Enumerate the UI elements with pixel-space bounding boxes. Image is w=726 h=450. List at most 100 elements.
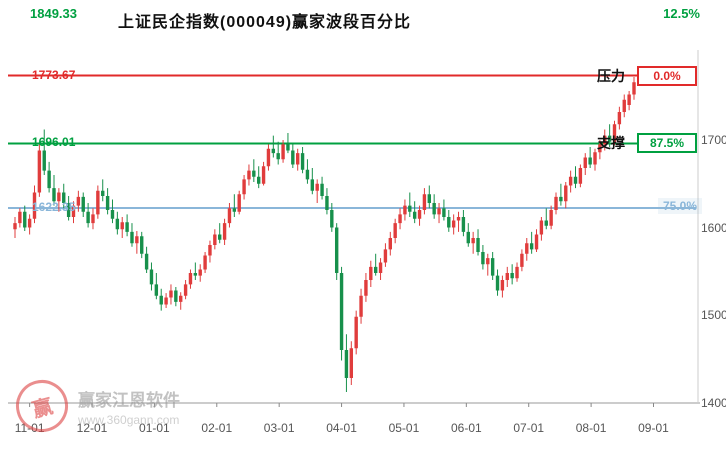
candle bbox=[188, 269, 193, 289]
candle bbox=[529, 231, 534, 254]
candle bbox=[612, 120, 617, 146]
candle bbox=[373, 253, 378, 276]
candle bbox=[81, 192, 85, 217]
candle bbox=[281, 140, 285, 163]
candle bbox=[159, 288, 163, 311]
candle bbox=[481, 245, 485, 270]
candle bbox=[144, 246, 149, 273]
candle bbox=[534, 229, 539, 252]
candle bbox=[218, 223, 222, 244]
candle bbox=[76, 190, 81, 212]
candle bbox=[500, 275, 505, 298]
candle bbox=[286, 133, 290, 154]
candle bbox=[588, 147, 592, 168]
candle bbox=[549, 205, 553, 230]
candle bbox=[544, 208, 548, 230]
candle bbox=[369, 260, 373, 287]
candle bbox=[13, 217, 17, 238]
candle bbox=[57, 188, 61, 212]
candle bbox=[130, 223, 134, 247]
candle bbox=[364, 273, 368, 302]
candle bbox=[96, 185, 100, 219]
watermark: 赢 赢家江恩软件 www.360gann.com bbox=[10, 374, 180, 438]
candle bbox=[110, 199, 115, 224]
candle bbox=[154, 273, 159, 300]
candle bbox=[52, 175, 56, 206]
candle bbox=[617, 106, 622, 130]
candle bbox=[622, 94, 626, 118]
candle bbox=[42, 129, 46, 175]
candle bbox=[417, 205, 422, 226]
candle bbox=[295, 148, 300, 171]
chart-title: 上证民企指数(000049)赢家波段百分比 bbox=[118, 14, 412, 31]
candle bbox=[320, 176, 324, 200]
watermark-text: 赢家江恩软件 www.360gann.com bbox=[78, 386, 180, 427]
candle bbox=[242, 175, 246, 200]
candle bbox=[237, 190, 241, 215]
candle bbox=[261, 161, 266, 186]
candle bbox=[437, 203, 441, 224]
candle bbox=[573, 166, 578, 189]
candle bbox=[266, 144, 271, 171]
candle bbox=[174, 287, 178, 307]
seal-char: 赢 bbox=[30, 395, 56, 422]
candle bbox=[461, 210, 466, 237]
watermark-url: www.360gann.com bbox=[78, 412, 180, 427]
candle bbox=[525, 238, 529, 261]
candle bbox=[632, 77, 636, 100]
candle bbox=[86, 203, 90, 228]
candle bbox=[227, 203, 232, 228]
candle bbox=[179, 292, 183, 310]
candle bbox=[568, 170, 573, 193]
candle bbox=[486, 253, 490, 276]
top-pct-label: 12.5% bbox=[663, 6, 700, 21]
candle bbox=[47, 161, 51, 193]
candle bbox=[135, 231, 139, 254]
candle bbox=[252, 159, 256, 182]
candle bbox=[91, 208, 95, 230]
candle bbox=[451, 214, 456, 235]
candle bbox=[466, 223, 470, 247]
candle bbox=[213, 229, 217, 250]
candle bbox=[125, 214, 129, 237]
candle bbox=[120, 217, 124, 238]
candle bbox=[354, 310, 358, 355]
candle bbox=[27, 214, 32, 235]
candle bbox=[300, 147, 305, 174]
candle bbox=[339, 266, 344, 361]
candle bbox=[422, 188, 427, 215]
top-price-label: 1849.33 bbox=[30, 6, 77, 21]
candle bbox=[447, 210, 451, 232]
candle bbox=[208, 240, 212, 263]
candle bbox=[276, 141, 280, 165]
candle bbox=[344, 334, 349, 392]
candle bbox=[222, 218, 227, 245]
candle bbox=[71, 201, 76, 224]
candle bbox=[115, 211, 120, 235]
candle bbox=[403, 199, 407, 221]
candle bbox=[408, 192, 412, 217]
candle bbox=[598, 140, 602, 160]
candle bbox=[315, 179, 319, 203]
candle bbox=[32, 185, 37, 224]
candle bbox=[495, 269, 500, 296]
candle bbox=[247, 164, 251, 186]
candle bbox=[271, 135, 276, 158]
candle bbox=[62, 183, 66, 209]
candle bbox=[18, 208, 22, 228]
candle bbox=[564, 182, 568, 209]
candle bbox=[193, 262, 198, 280]
candle bbox=[515, 262, 519, 282]
candle bbox=[349, 341, 354, 385]
candle bbox=[607, 124, 612, 147]
candle bbox=[412, 201, 417, 224]
candle bbox=[442, 199, 446, 221]
candle bbox=[291, 144, 295, 168]
candle bbox=[149, 262, 154, 291]
candle bbox=[520, 249, 524, 272]
candle bbox=[183, 280, 188, 300]
candle bbox=[37, 144, 42, 197]
candle bbox=[101, 179, 105, 202]
candle bbox=[105, 188, 110, 215]
